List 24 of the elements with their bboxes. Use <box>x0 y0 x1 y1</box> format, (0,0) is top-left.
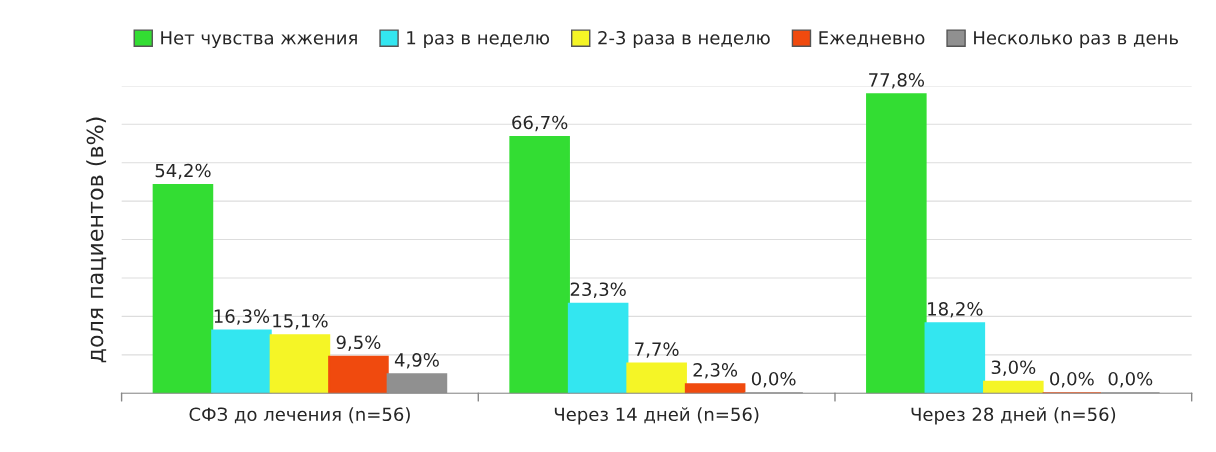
data-label: 0,0% <box>1108 371 1153 388</box>
data-label: 4,9% <box>394 353 439 369</box>
y-axis-title: доля пациентов (в%) <box>86 117 107 363</box>
data-label: 7,7% <box>635 342 679 358</box>
legend-label: 2-3 раза в неделю <box>598 30 770 49</box>
x-tick-label: Через 28 дней (n=56) <box>911 407 1116 425</box>
x-tick-label: СФЗ до лечения (n=56) <box>189 407 410 424</box>
data-label: 15,1% <box>273 313 328 330</box>
legend-label: 1 раз в неделю <box>407 31 550 49</box>
legend-label: Ежедневно <box>819 31 925 47</box>
data-label: 66,7% <box>512 115 568 132</box>
data-label: 16,3% <box>214 309 270 325</box>
x-tick-label: Через 14 дней (n=56) <box>554 407 759 425</box>
legend-label: Нет чувства жжения <box>161 31 357 49</box>
data-label: 9,5% <box>336 335 381 351</box>
data-label: 3,0% <box>991 360 1036 376</box>
legend-label: Несколько раз в день <box>974 31 1178 49</box>
data-label: 18,2% <box>928 301 983 318</box>
data-label: 0,0% <box>751 371 796 388</box>
data-label: 77,8% <box>869 73 925 89</box>
data-label: 2,3% <box>693 363 738 379</box>
data-label: 54,2% <box>155 163 211 180</box>
data-label: 0,0% <box>1050 371 1094 388</box>
data-label: 23,3% <box>570 282 626 298</box>
